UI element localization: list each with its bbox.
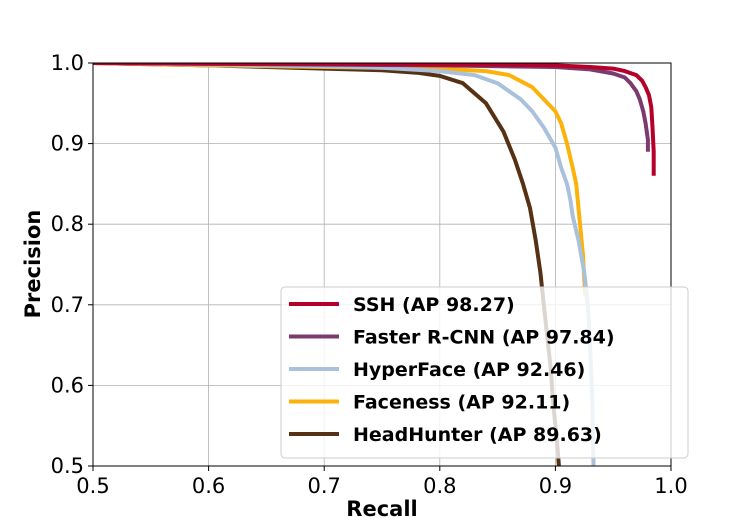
x-axis-ticks: 0.5 0.6 0.7 0.8 0.9 1.0 bbox=[76, 466, 688, 498]
series-line-0 bbox=[93, 63, 656, 176]
plot-frame bbox=[92, 62, 672, 467]
legend-entry: HeadHunter (AP 89.63) bbox=[353, 424, 602, 446]
x-tick-label: 0.9 bbox=[539, 474, 572, 498]
x-tick-label: 0.7 bbox=[307, 474, 340, 498]
y-tick-label: 1.0 bbox=[51, 51, 84, 75]
y-tick-label: 0.6 bbox=[51, 373, 84, 397]
y-axis-ticks: 0.5 0.6 0.7 0.8 0.9 1.0 bbox=[51, 51, 93, 478]
legend-entry: HyperFace (AP 92.46) bbox=[353, 359, 585, 381]
x-axis-label: Recall bbox=[346, 497, 417, 521]
x-tick-label: 0.5 bbox=[76, 474, 109, 498]
x-tick-label: 1.0 bbox=[654, 474, 687, 498]
legend-entry: SSH (AP 98.27) bbox=[353, 294, 515, 316]
y-tick-label: 0.8 bbox=[51, 212, 84, 236]
series-line-3 bbox=[93, 63, 588, 297]
y-tick-label: 0.5 bbox=[51, 454, 84, 478]
x-tick-label: 0.8 bbox=[423, 474, 456, 498]
y-tick-label: 0.9 bbox=[51, 132, 84, 156]
y-axis-label: Precision bbox=[21, 210, 45, 319]
legend-entry: Faster R-CNN (AP 97.84) bbox=[353, 327, 615, 349]
y-tick-label: 0.7 bbox=[51, 293, 84, 317]
legend-box bbox=[280, 286, 689, 459]
x-tick-label: 0.6 bbox=[192, 474, 225, 498]
legend: SSH (AP 98.27) Faster R-CNN (AP 97.84) Hyp… bbox=[280, 286, 689, 459]
legend-entry: Faceness (AP 92.11) bbox=[353, 392, 570, 414]
